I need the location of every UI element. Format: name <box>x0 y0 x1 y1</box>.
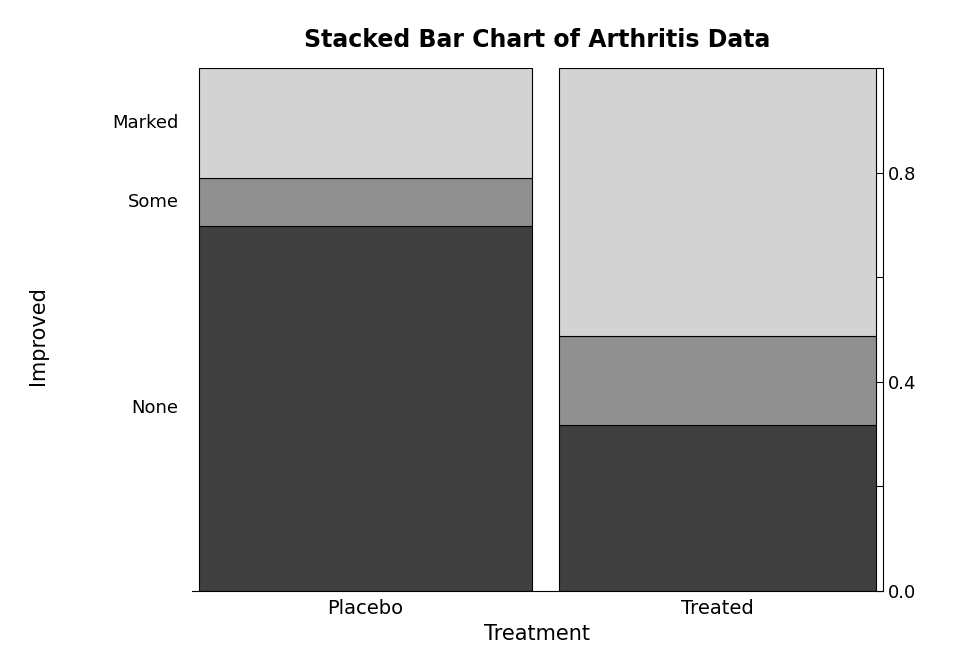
Bar <box>559 336 876 425</box>
Text: Some: Some <box>128 193 179 211</box>
Bar <box>199 177 532 226</box>
Text: None: None <box>132 399 179 417</box>
Title: Stacked Bar Chart of Arthritis Data: Stacked Bar Chart of Arthritis Data <box>304 28 771 52</box>
Bar <box>559 425 876 591</box>
Bar <box>199 226 532 591</box>
Text: Improved: Improved <box>29 286 48 386</box>
Text: Marked: Marked <box>112 114 179 132</box>
Bar <box>559 69 876 336</box>
Bar <box>199 69 532 177</box>
X-axis label: Treatment: Treatment <box>485 624 590 644</box>
